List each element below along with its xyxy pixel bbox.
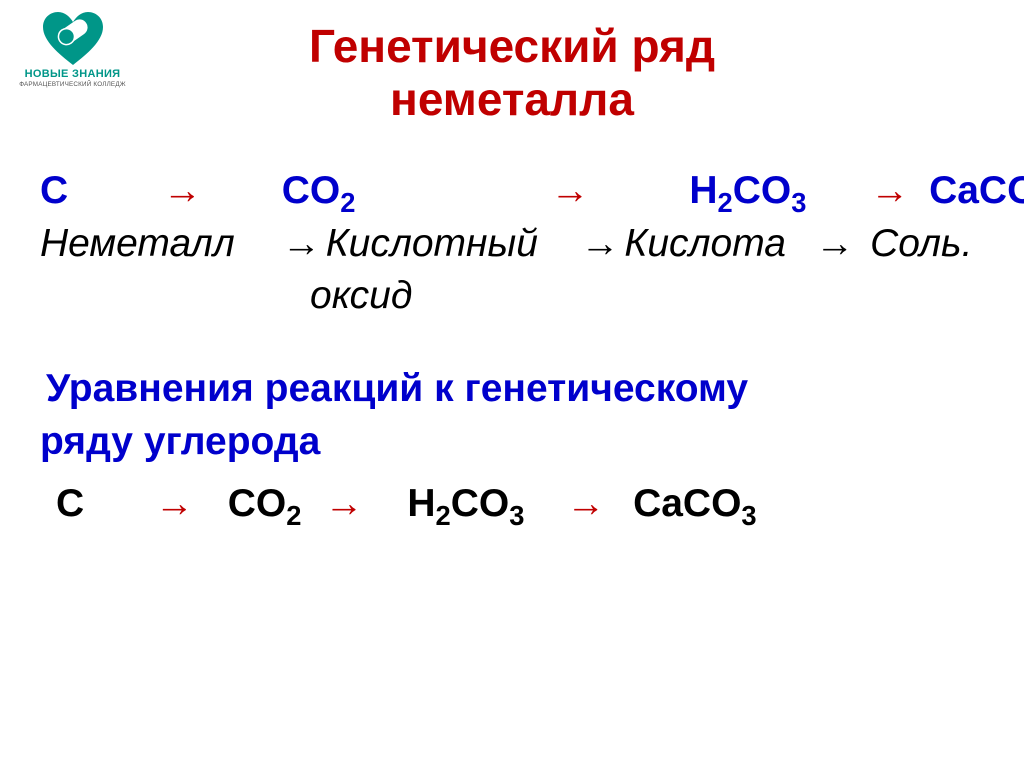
title-line-2: неметалла	[0, 73, 1024, 126]
formula-chain-row: C → CO2 → H2CO3 → CaCO3	[40, 165, 990, 218]
arrow: →	[155, 478, 217, 531]
arrow: →	[870, 165, 918, 218]
title-line-1: Генетический ряд	[0, 20, 1024, 73]
slide-title: Генетический ряд неметалла	[0, 20, 1024, 126]
arrow: →	[551, 165, 679, 218]
arrow: →	[325, 478, 397, 531]
label-oxide-row: оксид	[40, 270, 990, 323]
chem-co2: CO2	[228, 478, 314, 531]
arrow: →	[282, 218, 315, 271]
arrow: →	[815, 218, 859, 271]
label-chain-row: Неметалл → Кислотный → Кислота → Соль.	[40, 218, 990, 271]
arrow: →	[581, 218, 614, 271]
subheading: Уравнения реакций к генетическому ряду у…	[40, 363, 990, 468]
label-oxide: оксид	[310, 274, 412, 317]
chem-co2: CO2	[282, 165, 540, 218]
formula-chain-row-2: C → CO2 → H2CO3 → CaCO3	[40, 478, 990, 531]
chem-c: C	[56, 478, 144, 531]
chem-c: C	[40, 165, 152, 218]
label-acid: Кислота	[624, 218, 804, 271]
subheading-line-1: Уравнения реакций к генетическому	[40, 363, 990, 416]
subheading-line-2: ряду углерода	[40, 416, 990, 469]
chem-caco3: CaCO3	[929, 165, 1024, 218]
arrow: →	[163, 165, 271, 218]
arrow: →	[566, 478, 622, 531]
chem-caco3: CaCO3	[633, 482, 757, 525]
label-nonmetal: Неметалл	[40, 218, 271, 271]
chem-h2co3: H2CO3	[689, 165, 859, 218]
label-salt: Соль.	[870, 218, 972, 271]
label-acidic: Кислотный	[326, 218, 570, 271]
chem-h2co3: H2CO3	[407, 478, 555, 531]
